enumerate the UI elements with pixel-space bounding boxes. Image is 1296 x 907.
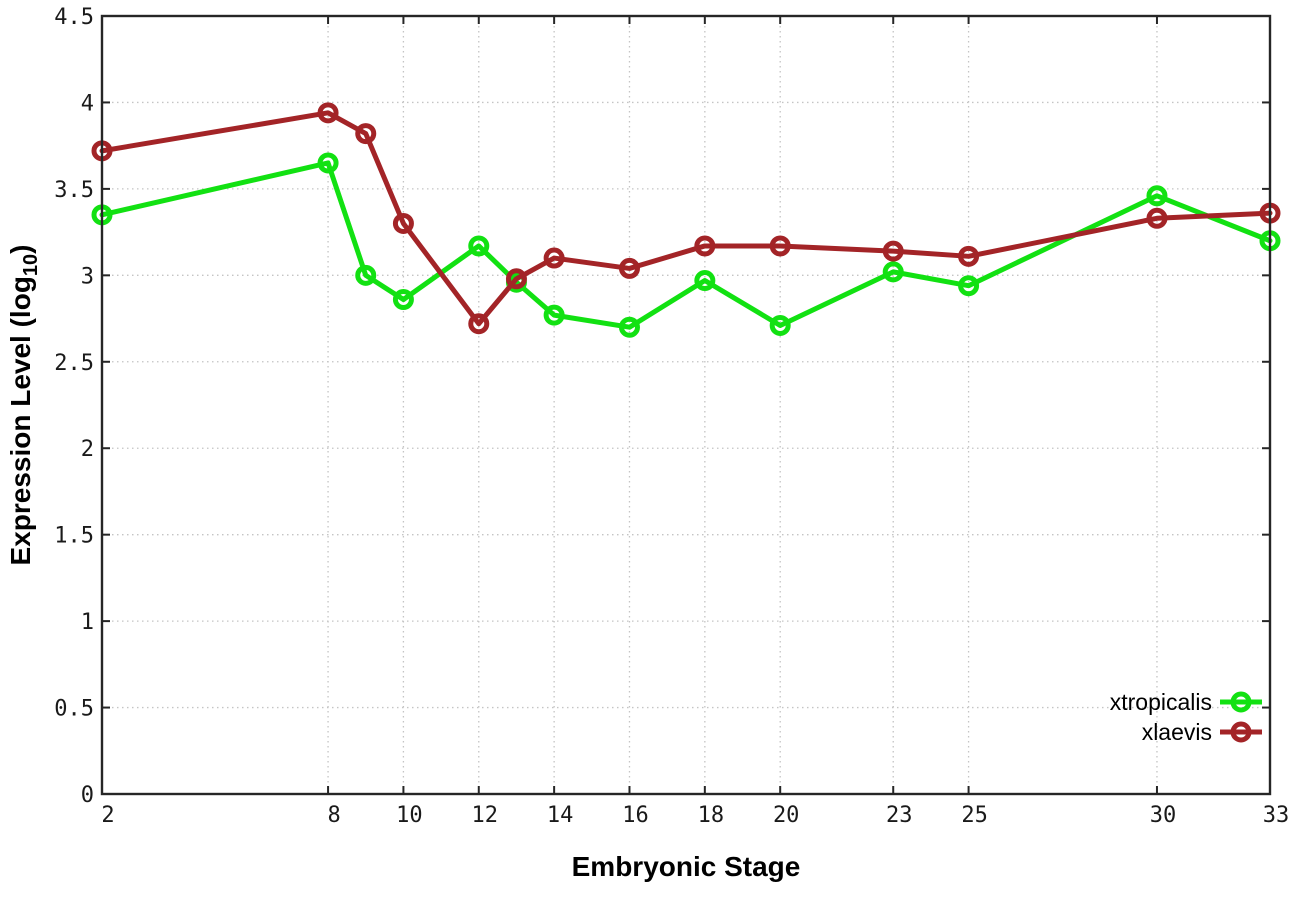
data-point-xtropicalis [618,316,640,338]
data-series [91,102,1281,338]
x-tick-label: 30 [1150,803,1177,828]
x-tick-label: 2 [101,803,114,828]
data-point-xlaevis [618,257,640,279]
x-tick-label: 12 [472,803,499,828]
data-point-xtropicalis [392,289,414,311]
y-tick-label: 0 [81,783,94,808]
x-tick-label: 20 [773,803,800,828]
y-axis-label-close: ) [5,245,36,254]
data-point-xlaevis [468,313,490,335]
data-point-xlaevis [392,212,414,234]
gridlines [102,16,1270,794]
data-point-xlaevis [317,102,339,124]
y-axis-label: Expression Level (log10) [5,245,42,566]
data-point-xtropicalis [468,235,490,257]
x-axis-label: Embryonic Stage [572,851,801,882]
plot-frame [100,14,1272,796]
legend-sample-marker-xtropicalis [1230,691,1252,713]
plot-border [100,14,1272,796]
x-tick-label: 18 [698,803,725,828]
series-line-xtropicalis [99,160,1273,330]
y-tick-label: 1.5 [54,524,94,549]
legend-label-xlaevis: xlaevis [1142,719,1212,745]
data-point-xlaevis [694,235,716,257]
series-line-xlaevis [99,110,1273,327]
y-axis-label-subscript: 10 [20,254,42,276]
data-point-xlaevis [958,245,980,267]
y-tick-label: 3 [81,264,94,289]
legend: xtropicalis xlaevis [1110,689,1262,745]
y-tick-label: 1 [81,610,94,635]
legend-label-xtropicalis: xtropicalis [1110,689,1212,715]
x-tick-label: 33 [1263,803,1290,828]
y-axis-label-main: Expression Level (log [5,276,36,565]
data-point-xtropicalis [317,152,339,174]
y-tick-label: 4 [81,91,94,116]
tick-labels: 2 8 10 12 14 16 18 20 23 25 30 33 0 0.5 1 1.5 2 2.5 3 3.5 4 4… [54,5,1289,828]
y-tick-label: 4.5 [54,5,94,30]
data-point-xlaevis [543,247,565,269]
data-point-xtropicalis [543,304,565,326]
y-tick-label: 3.5 [54,178,94,203]
y-tick-label: 2 [81,437,94,462]
data-point-xtropicalis [769,314,791,336]
data-point-xtropicalis [958,275,980,297]
data-point-xtropicalis [1146,185,1168,207]
data-point-xtropicalis [882,261,904,283]
x-tick-label: 8 [327,803,340,828]
legend-key-samples [1220,691,1262,743]
x-tick-label: 16 [622,803,649,828]
data-point-xlaevis [769,235,791,257]
x-tick-label: 10 [396,803,423,828]
data-point-xlaevis [882,240,904,262]
data-point-xlaevis [505,268,527,290]
data-point-xtropicalis [355,264,377,286]
data-point-xlaevis [1146,207,1168,229]
x-tick-label: 25 [961,803,988,828]
x-tick-label: 23 [886,803,913,828]
legend-sample-marker-xlaevis [1230,721,1252,743]
data-point-xtropicalis [694,270,716,292]
y-tick-label: 2.5 [54,351,94,376]
x-tick-label: 14 [547,803,574,828]
y-tick-label: 0.5 [54,697,94,722]
data-point-xlaevis [355,123,377,145]
